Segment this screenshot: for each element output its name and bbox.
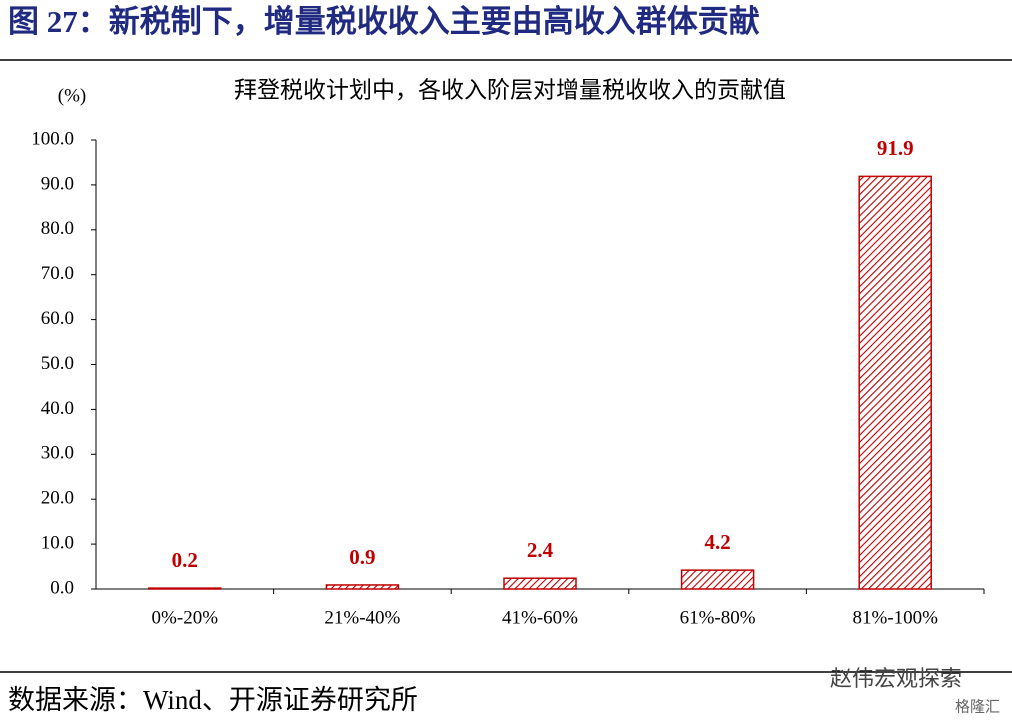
- logo: 格隆汇: [955, 698, 1000, 715]
- y-tick-label: 20.0: [41, 488, 74, 509]
- chart-title: 拜登税收计划中，各收入阶层对增量税收收入的贡献值: [234, 77, 786, 102]
- watermark: 赵伟宏观探索: [830, 666, 962, 691]
- bar: [325, 584, 400, 590]
- value-label: 4.2: [704, 530, 730, 554]
- bar: [503, 577, 577, 590]
- source: 数据来源：Wind、开源证券研究所: [8, 685, 418, 715]
- y-tick-label: 30.0: [41, 443, 74, 464]
- y-tick-label: 0.0: [50, 577, 74, 598]
- bar: [858, 175, 932, 590]
- bar: [148, 587, 222, 590]
- value-label: 91.9: [877, 136, 914, 160]
- y-tick-label: 60.0: [41, 308, 74, 329]
- x-tick-label: 21%-40%: [324, 607, 400, 628]
- y-tick-label: 10.0: [41, 532, 74, 553]
- y-tick-label: 100.0: [31, 128, 74, 149]
- x-tick-label: 0%-20%: [152, 607, 219, 628]
- x-tick-label: 41%-60%: [502, 607, 578, 628]
- value-label: 0.2: [172, 548, 198, 572]
- y-unit: (%): [58, 85, 86, 106]
- figure-title: 图 27：新税制下，增量税收收入主要由高收入群体贡献: [8, 4, 760, 39]
- value-label: 0.9: [349, 545, 375, 569]
- y-tick-label: 50.0: [41, 353, 74, 374]
- x-tick-label: 61%-80%: [680, 607, 756, 628]
- y-tick-label: 40.0: [41, 398, 74, 419]
- plot: 0.0 10.0 20.0 30.0 40.0 50.0 60.0 70.0 80.0 90.0 1…: [31, 128, 985, 628]
- x-tick-label: 81%-100%: [852, 607, 938, 628]
- y-tick-label: 90.0: [41, 173, 74, 194]
- value-label: 2.4: [527, 538, 554, 562]
- y-tick-label: 70.0: [41, 263, 74, 284]
- y-tick-label: 80.0: [41, 218, 74, 239]
- bar: [680, 569, 755, 590]
